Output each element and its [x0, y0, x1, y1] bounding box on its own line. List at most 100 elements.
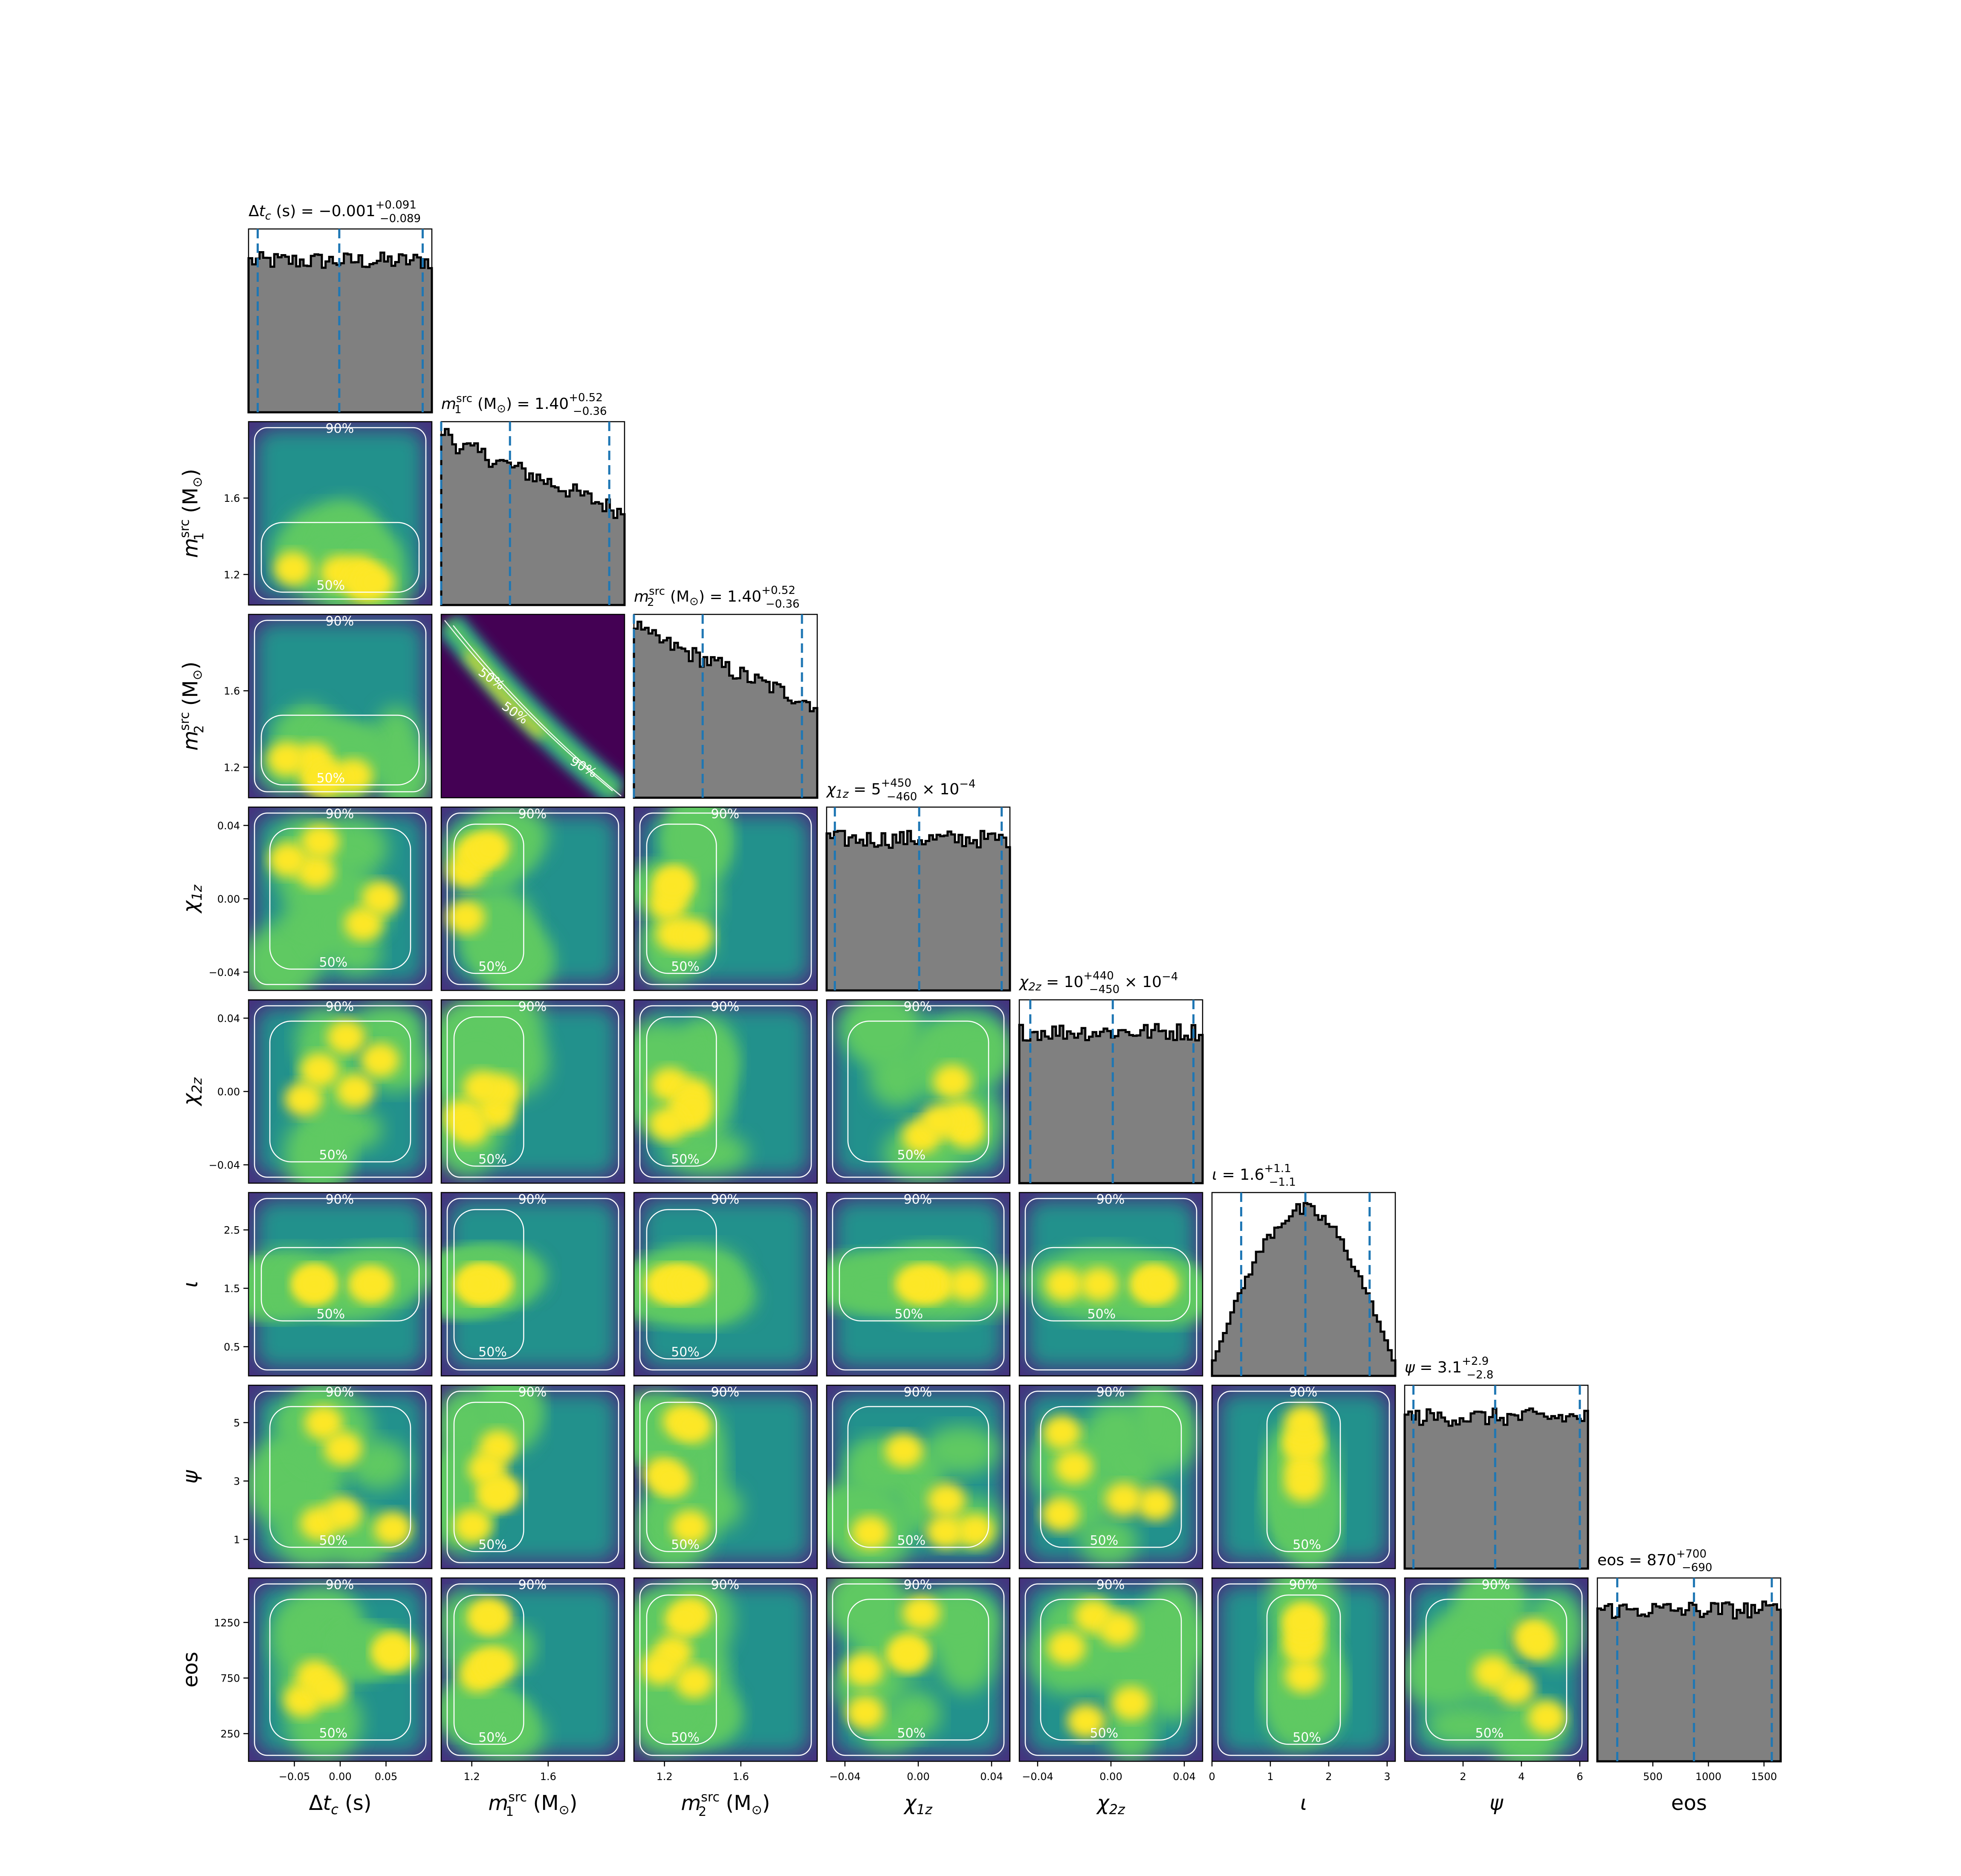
density-field	[249, 1000, 432, 1183]
density-peak	[373, 1511, 412, 1546]
contour-90	[254, 812, 427, 985]
density-chi1z-vs-m1: 90% 50%	[440, 806, 625, 991]
panel-frame	[1018, 999, 1203, 1184]
density-peak	[446, 900, 485, 935]
density-peak	[269, 842, 308, 877]
density-blob	[377, 744, 431, 798]
density-m2-vs-dtc: 90% 50% 1.2 1.6 msrc2 (M⊙)	[177, 614, 433, 799]
density-peak	[920, 1104, 959, 1139]
y-axis-label: ψ	[179, 1470, 202, 1484]
contour-label: 50%	[1088, 1307, 1116, 1322]
contour-label: 50%	[317, 578, 345, 593]
contour-label: 90%	[904, 1385, 932, 1400]
hist-chi1z: χ1z = 5+450 −460 × 10−4	[825, 777, 1011, 992]
x-tick-label: 0.00	[329, 1771, 351, 1783]
density-iota-vs-chi1z: 90% 50%	[826, 1192, 1011, 1377]
density-chi1z-vs-dtc: 90% 50% −0.04 0.00 0.04 χ1z	[179, 806, 433, 991]
density-field	[249, 807, 432, 990]
panel-title: msrc 1 (M⊙) = 1.40+0.52 −0.36	[441, 391, 607, 418]
contour-90	[1217, 1390, 1390, 1563]
hist-bars	[1596, 1600, 1782, 1763]
y-tick-label: 0.04	[217, 820, 240, 832]
density-psi-vs-chi1z: 90% 50%	[826, 1384, 1011, 1569]
contour-label: 50%	[317, 771, 345, 786]
contour-90	[254, 427, 427, 600]
density-field	[441, 1385, 625, 1569]
contour-50	[1425, 1598, 1568, 1741]
x-axis-label: Δtc (s)	[309, 1791, 372, 1818]
contour-50	[269, 828, 411, 970]
contour-50	[453, 1594, 524, 1745]
svg-text:eos = 870+700−690: eos = 870+700 −690	[1597, 1548, 1712, 1574]
density-chi2z-vs-m1: 90% 50%	[440, 999, 625, 1184]
hist-dtc: Δtc (s) = −0.001+0.091 −0.089	[247, 199, 433, 414]
density-peak	[846, 1695, 885, 1730]
y-axis-label: χ2z	[179, 1077, 205, 1107]
density-psi-vs-m2: 90% 50%	[633, 1384, 818, 1569]
contour-label: 90%	[518, 1192, 547, 1207]
svg-text:χ2z = 10+440−450 × 10−4: χ2z = 10+440 −450 × 10−4	[1018, 970, 1178, 996]
contour-50	[260, 1247, 420, 1322]
density-peak	[1105, 1482, 1143, 1517]
panel-frame	[1404, 1577, 1589, 1762]
density-peak	[664, 1602, 703, 1637]
svg-text:Δtc (s): Δtc (s)	[309, 1791, 372, 1818]
x-tick-label: 4	[1518, 1771, 1524, 1783]
hist-bars	[440, 428, 626, 606]
contour-label: 50%	[478, 1537, 507, 1552]
y-tick-label: 1.5	[224, 1283, 240, 1295]
hist-bars	[1018, 1023, 1204, 1184]
density-peak	[927, 1483, 966, 1517]
contour-label: 50%	[895, 1307, 923, 1322]
x-tick-label: 2	[1325, 1771, 1332, 1783]
contour-50	[1031, 1247, 1191, 1322]
contour-50	[646, 823, 717, 974]
density-peak	[1284, 1659, 1323, 1693]
x-tick-label: 1.6	[733, 1771, 749, 1783]
contour-label: 50%	[671, 1730, 700, 1745]
contour-90	[639, 1198, 812, 1371]
contour-50	[847, 1598, 989, 1741]
contour-label: 50%	[317, 1307, 345, 1322]
y-tick-label: 1250	[214, 1617, 240, 1629]
contour-50	[453, 1209, 524, 1360]
contour-50	[1040, 1406, 1182, 1548]
y-tick-label: 1.6	[224, 492, 240, 504]
svg-text:eos: eos	[1671, 1791, 1707, 1815]
density-peak	[273, 551, 312, 586]
density-peak	[1047, 1630, 1086, 1665]
density-peak	[1284, 1468, 1323, 1502]
panel-title: χ2z = 10+440 −450 × 10−4	[1018, 970, 1178, 996]
density-field	[249, 1385, 432, 1569]
density-blob	[678, 1694, 740, 1744]
x-tick-label: 0.00	[1099, 1771, 1122, 1783]
contour-label: 90%	[518, 1385, 547, 1400]
x-tick-label: 1.2	[657, 1771, 673, 1783]
density-eos-vs-m2: 90% 50% 1.2 1.6 msrc 2 (M⊙)	[633, 1577, 818, 1819]
y-axis-label: eos	[179, 1652, 202, 1688]
contour-90	[446, 1198, 619, 1371]
panel-frame	[826, 1384, 1011, 1569]
density-peak	[468, 1451, 506, 1486]
svg-text:ψ = 3.1+2.9−2.8: ψ = 3.1+2.9 −2.8	[1405, 1355, 1493, 1381]
svg-text:ι: ι	[1300, 1791, 1307, 1815]
x-tick-label: 1500	[1751, 1771, 1777, 1783]
density-peak	[1099, 1611, 1138, 1646]
density-peak	[674, 1267, 712, 1301]
svg-text:ψ: ψ	[1490, 1791, 1504, 1815]
density-field	[1019, 1578, 1203, 1761]
contour-label: 90%	[326, 1385, 354, 1400]
x-tick-label: 3	[1384, 1771, 1390, 1783]
contour-50	[269, 1406, 411, 1548]
density-field	[827, 1193, 1010, 1376]
y-tick-label: 0.04	[217, 1013, 240, 1025]
density-peak	[851, 1515, 890, 1550]
x-tick-label: 1.2	[464, 1771, 480, 1783]
density-field	[634, 1385, 817, 1569]
contour-90	[832, 1005, 1005, 1178]
y-tick-label: 1	[234, 1534, 240, 1546]
x-tick-label: 0.04	[980, 1771, 1003, 1783]
panel-title: eos = 870+700 −690	[1597, 1548, 1712, 1574]
contour-label: 50%	[478, 1730, 507, 1745]
